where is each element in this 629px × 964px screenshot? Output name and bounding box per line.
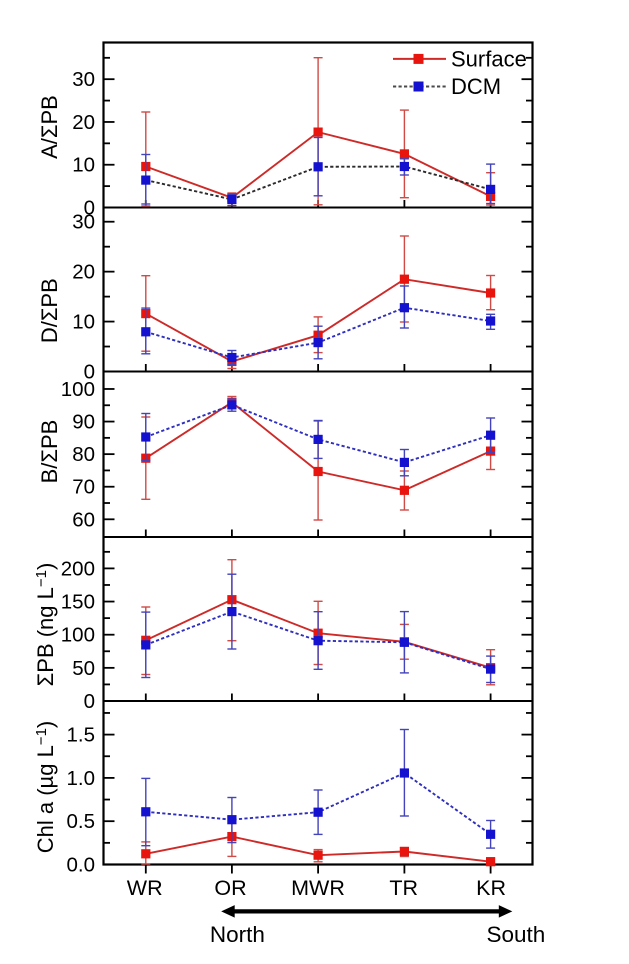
svg-text:10: 10 [72, 154, 95, 177]
svg-text:0.5: 0.5 [67, 810, 96, 833]
svg-text:0: 0 [84, 197, 95, 220]
svg-text:100: 100 [61, 624, 95, 647]
svg-text:90: 90 [72, 411, 95, 434]
svg-text:60: 60 [72, 508, 95, 531]
svg-text:70: 70 [72, 476, 95, 499]
svg-text:Surface: Surface [451, 46, 527, 71]
svg-text:100: 100 [61, 378, 95, 401]
svg-text:WR: WR [127, 876, 163, 900]
svg-text:DCM: DCM [451, 74, 501, 99]
svg-text:150: 150 [61, 591, 95, 614]
svg-text:TR: TR [389, 876, 418, 900]
svg-text:200: 200 [61, 557, 95, 580]
svg-text:1.0: 1.0 [67, 767, 96, 790]
svg-text:0.0: 0.0 [67, 854, 96, 877]
svg-text:20: 20 [72, 261, 95, 284]
svg-text:South: South [486, 922, 545, 947]
svg-text:North: North [210, 922, 265, 947]
svg-text:0: 0 [84, 690, 95, 713]
svg-text:10: 10 [72, 311, 95, 334]
svg-text:20: 20 [72, 111, 95, 134]
svg-text:30: 30 [72, 68, 95, 91]
svg-text:1.5: 1.5 [67, 724, 96, 747]
svg-text:KR: KR [476, 876, 506, 900]
svg-text:B/ΣPB: B/ΣPB [37, 420, 62, 484]
svg-text:MWR: MWR [291, 876, 345, 900]
svg-text:0: 0 [84, 361, 95, 384]
svg-text:50: 50 [72, 657, 95, 680]
svg-text:OR: OR [214, 876, 246, 900]
svg-text:80: 80 [72, 443, 95, 466]
svg-text:A/ΣPB: A/ΣPB [37, 95, 62, 159]
svg-text:30: 30 [72, 211, 95, 234]
svg-text:D/ΣPB: D/ΣPB [37, 278, 62, 343]
